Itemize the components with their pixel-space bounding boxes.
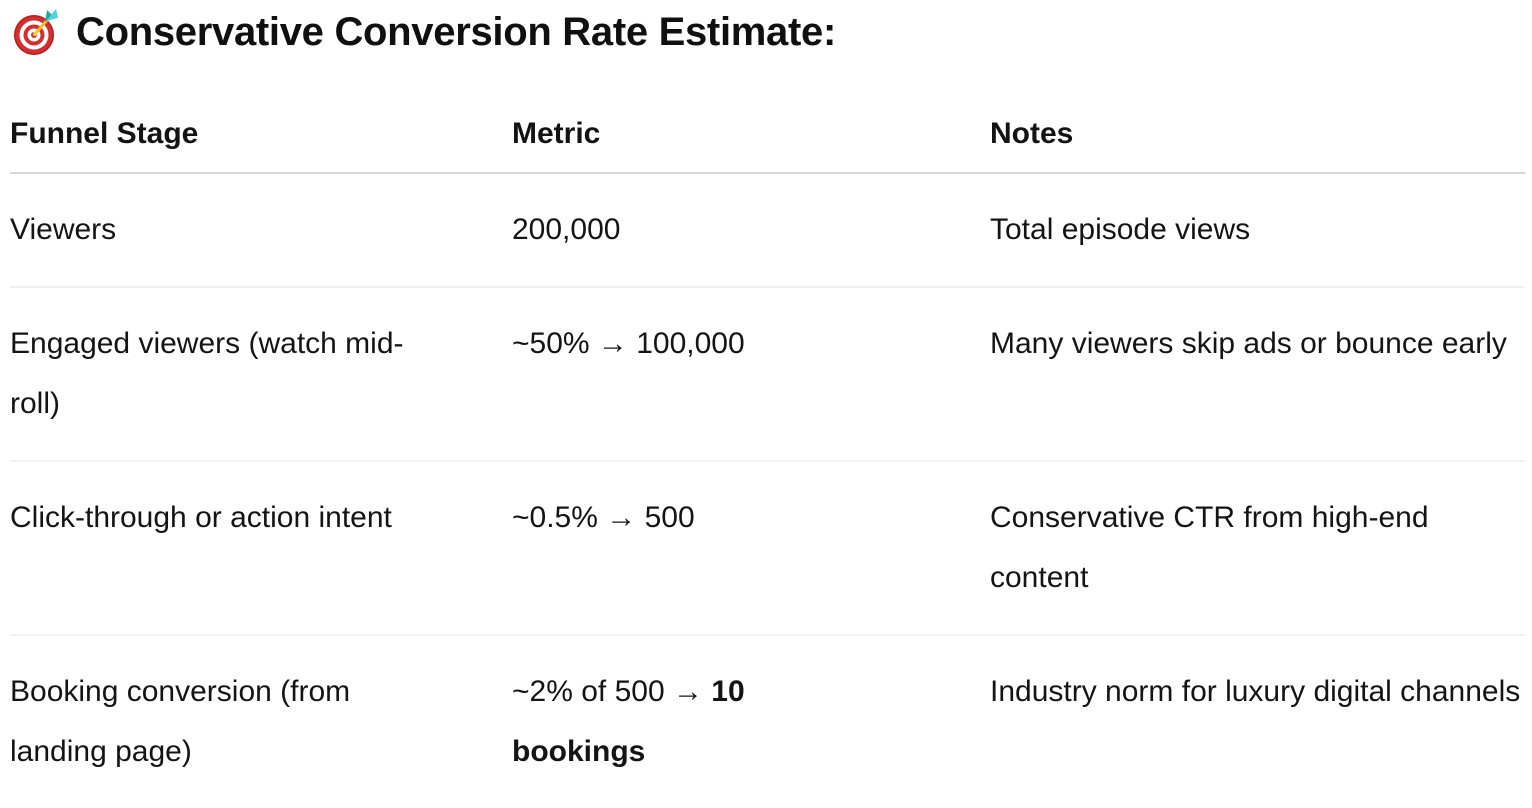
conversion-funnel-table: Funnel Stage Metric Notes Viewers 200,00… — [10, 104, 1525, 808]
cell-stage: Booking conversion (from landing page) — [10, 675, 351, 768]
cell-stage: Viewers — [10, 173, 512, 288]
cell-metric: ~50% → 100,000 — [512, 287, 990, 462]
table-row: Engaged viewers (watch mid-roll) ~50% → … — [10, 287, 1525, 462]
page-title: Conservative Conversion Rate Estimate: — [10, 6, 1525, 58]
table-row: Viewers 200,000 Total episode views — [10, 173, 1525, 288]
table-row: Booking conversion (from landing page) ~… — [10, 635, 1525, 808]
table-row: Click-through or action intent ~0.5% → 5… — [10, 461, 1525, 636]
column-header-funnel-stage: Funnel Stage — [10, 104, 512, 174]
cell-notes: Conservative CTR from high-end content — [990, 461, 1525, 636]
target-icon — [10, 6, 62, 58]
column-header-notes: Notes — [990, 104, 1525, 174]
page-title-text: Conservative Conversion Rate Estimate: — [76, 10, 836, 54]
cell-stage: Engaged viewers (watch mid-roll) — [10, 287, 512, 462]
cell-notes: Industry norm for luxury digital channel… — [990, 675, 1521, 708]
cell-stage: Click-through or action intent — [10, 461, 512, 636]
cell-notes: Many viewers skip ads or bounce early — [990, 287, 1525, 462]
cell-metric: ~2% of 500 → 10 bookings — [512, 635, 990, 808]
table-header-row: Funnel Stage Metric Notes — [10, 104, 1525, 174]
cell-metric: ~0.5% → 500 — [512, 461, 990, 636]
cell-metric: 200,000 — [512, 173, 990, 288]
metric-text: ~2% of 500 → — [512, 675, 712, 708]
metric-bold-text: 10 bookings — [512, 675, 745, 768]
cell-notes: Total episode views — [990, 173, 1525, 288]
column-header-metric: Metric — [512, 104, 990, 174]
